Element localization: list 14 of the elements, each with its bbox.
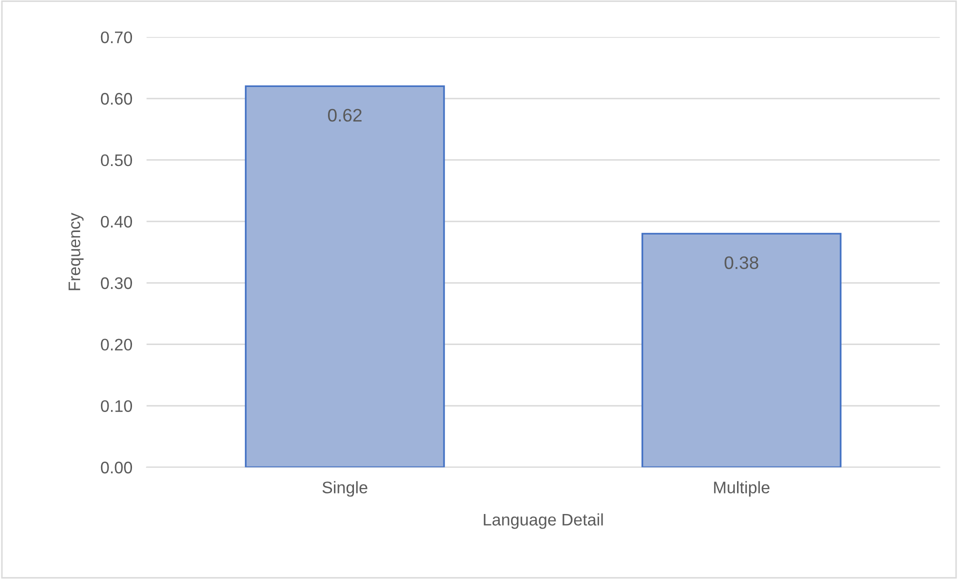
y-tick-label: 0.30	[100, 277, 132, 290]
y-tick-label: 0.70	[100, 31, 132, 44]
y-tick-label: 0.60	[100, 92, 132, 105]
y-tick-label: 0.20	[100, 338, 132, 351]
x-axis-title: Language Detail	[484, 513, 603, 529]
y-tick-label: 0.00	[100, 462, 132, 474]
y-tick-label: 0.50	[100, 154, 132, 166]
x-tick-label: Single	[322, 481, 368, 497]
data-label: 0.38	[724, 256, 758, 270]
y-tick-label: 0.10	[100, 400, 132, 412]
y-axis-title: Frequency	[68, 212, 84, 290]
data-label: 0.62	[328, 108, 362, 122]
y-tick-label: 0.40	[100, 216, 132, 228]
x-tick-label: Multiple	[714, 481, 770, 497]
